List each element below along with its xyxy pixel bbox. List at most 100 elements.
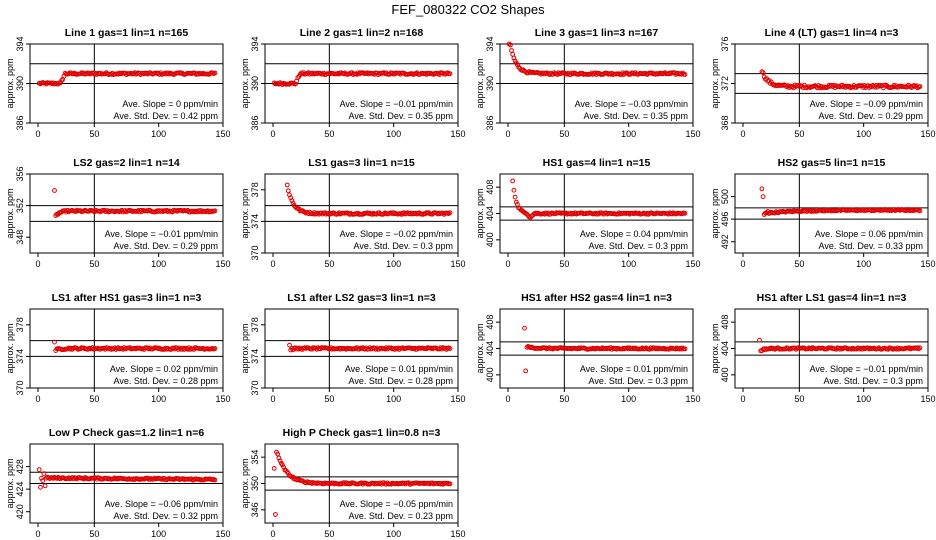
x-tick-label: 0 xyxy=(740,259,745,269)
y-tick-label: 352 xyxy=(15,198,25,213)
data-point xyxy=(287,342,292,348)
y-axis-label: approx. ppm xyxy=(240,323,250,373)
std-dev-annotation: Ave. Std. Dev. = 0.3 ppm xyxy=(589,376,688,386)
panel-title: Line 1 gas=1 lin=1 n=165 xyxy=(65,27,189,39)
plot-frame xyxy=(29,308,224,389)
data-point xyxy=(52,188,57,193)
y-tick-label: 428 xyxy=(15,459,25,474)
y-tick-label: 386 xyxy=(485,115,495,130)
data-point xyxy=(295,75,301,81)
std-dev-annotation: Ave. Std. Dev. = 0.35 ppm xyxy=(349,111,453,121)
y-tick-label: 400 xyxy=(485,367,495,382)
figure-title: FEF_080322 CO2 Shapes xyxy=(391,2,545,17)
x-tick-label: 100 xyxy=(151,129,166,139)
slope-annotation: Ave. Slope = 0.01 ppm/min xyxy=(580,364,688,374)
plot-frame xyxy=(264,173,459,254)
x-tick-label: 100 xyxy=(856,259,871,269)
x-tick-label: 100 xyxy=(621,259,636,269)
data-point xyxy=(757,337,762,343)
y-tick-label: 370 xyxy=(250,245,260,260)
data-point xyxy=(284,182,290,188)
data-point xyxy=(58,80,63,86)
x-tick-label: 0 xyxy=(740,394,745,404)
data-point xyxy=(36,467,42,473)
panel: High P Check gas=1 lin=0.8 n=3 0 50 100 150 3… xyxy=(240,427,466,539)
x-tick-label: 100 xyxy=(386,394,401,404)
x-tick-label: 100 xyxy=(856,394,871,404)
y-tick-label: 390 xyxy=(250,76,260,91)
data-point xyxy=(212,70,218,76)
x-tick-label: 50 xyxy=(89,394,99,404)
data-point xyxy=(508,42,513,48)
slope-annotation: Ave. Slope = −0.06 ppm/min xyxy=(105,499,218,509)
y-tick-label: 424 xyxy=(15,482,25,497)
data-point xyxy=(515,62,520,68)
y-axis-label: approx. ppm xyxy=(240,188,250,238)
y-tick-label: 374 xyxy=(15,349,25,364)
slope-annotation: Ave. Slope = 0.04 ppm/min xyxy=(580,229,688,239)
data-point xyxy=(59,78,64,83)
panel-title: High P Check gas=1 lin=0.8 n=3 xyxy=(283,427,441,439)
y-axis-label: approx. ppm xyxy=(710,188,720,238)
y-axis-label: approx. ppm xyxy=(5,188,15,238)
x-tick-label: 0 xyxy=(505,129,510,139)
x-tick-label: 50 xyxy=(324,394,334,404)
std-dev-annotation: Ave. Std. Dev. = 0.42 ppm xyxy=(114,111,218,121)
std-dev-annotation: Ave. Std. Dev. = 0.29 ppm xyxy=(819,111,923,121)
x-tick-label: 50 xyxy=(324,529,334,539)
y-tick-label: 500 xyxy=(720,189,730,204)
data-point xyxy=(522,325,527,331)
data-point xyxy=(39,475,44,481)
data-point xyxy=(285,188,291,194)
data-point xyxy=(513,199,519,205)
data-point xyxy=(41,471,47,477)
y-axis-label: approx. ppm xyxy=(475,58,485,108)
std-dev-annotation: Ave. Std. Dev. = 0.28 ppm xyxy=(114,376,218,386)
panel: Line 4 (LT) gas=1 lin=4 n=3 0 50 100 150 368 3… xyxy=(710,27,936,139)
data-point xyxy=(866,85,872,90)
data-point xyxy=(816,83,821,88)
y-tick-label: 408 xyxy=(485,180,495,195)
x-tick-label: 150 xyxy=(920,259,935,269)
y-tick-label: 400 xyxy=(485,232,495,247)
std-dev-annotation: Ave. Std. Dev. = 0.32 ppm xyxy=(114,511,218,521)
x-tick-label: 100 xyxy=(856,129,871,139)
y-tick-label: 408 xyxy=(485,315,495,330)
data-point xyxy=(271,466,277,471)
y-tick-label: 386 xyxy=(250,115,260,130)
data-point xyxy=(682,346,688,352)
data-point xyxy=(277,458,283,464)
data-point xyxy=(212,346,218,351)
x-tick-label: 150 xyxy=(215,529,230,539)
y-tick-label: 390 xyxy=(15,76,25,91)
y-axis-label: approx. ppm xyxy=(240,458,250,508)
data-point xyxy=(447,71,453,77)
panel: Line 2 gas=1 lin=2 n=168 0 50 100 150 386 390 3… xyxy=(240,27,466,139)
slope-annotation: Ave. Slope = −0.02 ppm/min xyxy=(340,229,453,239)
x-tick-label: 150 xyxy=(450,529,465,539)
y-tick-label: 404 xyxy=(485,341,495,356)
y-tick-label: 378 xyxy=(15,317,25,332)
x-tick-label: 50 xyxy=(89,529,99,539)
x-tick-label: 150 xyxy=(450,259,465,269)
panel-title: LS1 after LS2 gas=3 lin=1 n=3 xyxy=(287,292,436,304)
y-tick-label: 404 xyxy=(485,206,495,221)
data-point xyxy=(509,48,514,53)
panel-title: HS1 after LS1 gas=4 lin=1 n=3 xyxy=(757,292,907,304)
panel-title: HS2 gas=5 lin=1 n=15 xyxy=(778,157,886,169)
data-point xyxy=(212,477,218,483)
x-tick-label: 50 xyxy=(89,259,99,269)
data-point xyxy=(917,84,923,89)
slope-annotation: Ave. Slope = 0.02 ppm/min xyxy=(110,364,218,374)
data-point xyxy=(273,512,278,517)
y-tick-label: 404 xyxy=(720,341,730,356)
y-tick-label: 370 xyxy=(250,380,260,395)
x-tick-label: 0 xyxy=(505,394,510,404)
data-point xyxy=(759,186,765,192)
data-point xyxy=(768,79,774,85)
data-point xyxy=(814,85,820,91)
y-tick-label: 390 xyxy=(485,76,495,91)
x-tick-label: 0 xyxy=(270,394,275,404)
y-tick-label: 394 xyxy=(485,36,495,51)
